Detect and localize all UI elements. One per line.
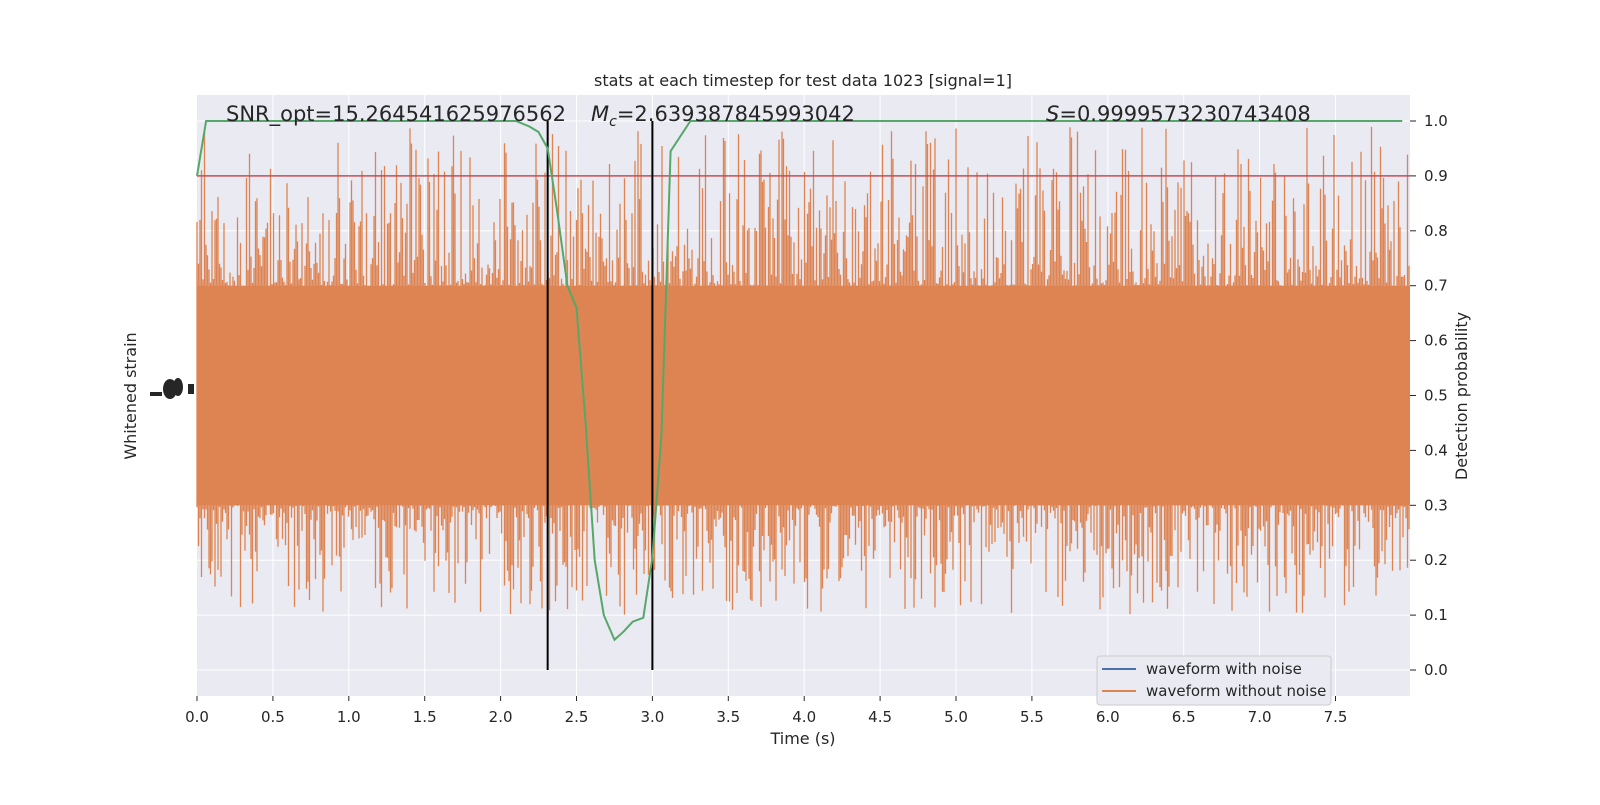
legend-box (1096, 655, 1332, 706)
y-tick-label: 1.0 (1424, 112, 1448, 130)
x-tick-label: 2.5 (565, 708, 589, 726)
score-symbol: S (1046, 102, 1059, 126)
x-tick-label: 7.5 (1324, 708, 1348, 726)
x-tick-label: 6.0 (1096, 708, 1120, 726)
score-value: =0.9999573230743408 (1059, 102, 1310, 126)
legend-label-with-noise: waveform with noise (1146, 660, 1302, 678)
y-tick-label: 0.1 (1424, 606, 1448, 624)
score-annotation: S=0.9999573230743408 (1046, 102, 1311, 126)
strain-series (196, 126, 1410, 615)
strain-trace (196, 126, 1410, 615)
x-tick-label: 3.0 (640, 708, 664, 726)
y-tick-label: 0.0 (1424, 661, 1448, 679)
x-tick-label: 2.0 (489, 708, 513, 726)
legend-label-without-noise: waveform without noise (1146, 682, 1326, 700)
x-tick-label: 0.5 (261, 708, 285, 726)
chirp-mass-annotation: Mc=2.639387845993042 (591, 102, 855, 130)
x-tick-label: 5.0 (944, 708, 968, 726)
x-axis-label: Time (s) (769, 729, 835, 748)
x-ticks: 0.0 0.5 1.0 1.5 2.0 2.5 3.0 3.5 4.0 4.5 5.0 5.5 6.0 6… (185, 696, 1347, 726)
x-tick-label: 5.5 (1020, 708, 1044, 726)
x-tick-label: 1.0 (337, 708, 361, 726)
x-tick-label: 1.5 (413, 708, 437, 726)
x-tick-label: 4.0 (792, 708, 816, 726)
y-tick-label: 0.5 (1424, 387, 1448, 405)
y-tick-label: 0.3 (1424, 496, 1448, 514)
y-tick-label: 0.8 (1424, 222, 1448, 240)
marker-lines (546, 121, 654, 670)
y-tick-label: 0.9 (1424, 167, 1448, 185)
snr-annotation: SNR_opt=15.264541625976562 (226, 102, 566, 127)
x-tick-label: 6.5 (1172, 708, 1196, 726)
legend: waveform with noise waveform without noi… (1096, 655, 1332, 706)
x-tick-label: 0.0 (185, 708, 209, 726)
left-axis-smudge (150, 378, 194, 399)
chirp-mass-subscript: c (609, 114, 617, 130)
y-right-ticks: 0.0 0.1 0.2 0.3 0.4 0.5 0.6 0.7 0.8 0.9 1.0 (1410, 112, 1448, 679)
x-tick-label: 4.5 (868, 708, 892, 726)
chirp-mass-symbol: M (591, 102, 609, 126)
x-tick-label: 7.0 (1248, 708, 1272, 726)
y-tick-label: 0.2 (1424, 551, 1448, 569)
probability-line (196, 120, 1403, 642)
y-left-axis-label: Whitened strain (121, 332, 140, 459)
chart-title: stats at each timestep for test data 102… (594, 71, 1012, 90)
y-tick-label: 0.6 (1424, 332, 1448, 350)
y-tick-label: 0.4 (1424, 441, 1448, 459)
y-right-axis-label: Detection probability (1452, 312, 1471, 480)
y-tick-label: 0.7 (1424, 277, 1448, 295)
chirp-mass-value: =2.639387845993042 (617, 102, 855, 126)
x-tick-label: 3.5 (716, 708, 740, 726)
